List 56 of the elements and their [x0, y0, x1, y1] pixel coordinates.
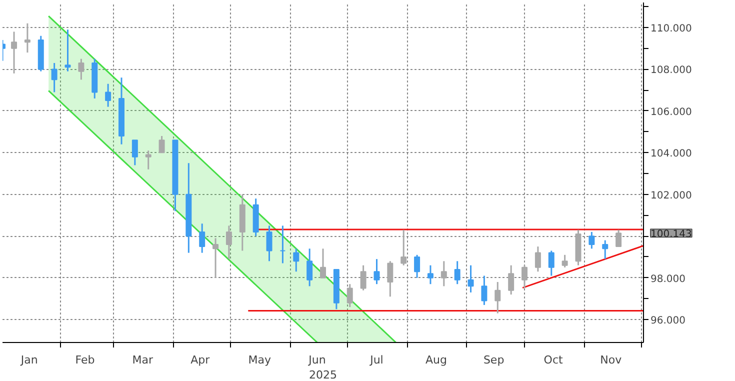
candlestick [145, 150, 152, 170]
candlestick [51, 62, 58, 93]
candlestick [374, 258, 380, 285]
candlestick [132, 139, 138, 166]
x-tick-label: Jun [308, 354, 326, 366]
candlestick [306, 248, 313, 287]
x-tick-label: Aug [425, 354, 447, 366]
candlestick [508, 264, 514, 296]
candlestick [199, 222, 206, 254]
candlestick [616, 229, 622, 248]
candlestick [293, 248, 300, 272]
candlestick [280, 224, 286, 264]
candlestick [588, 231, 595, 250]
candlestick [414, 254, 420, 279]
candlestick [522, 264, 528, 290]
candlestick [454, 260, 460, 285]
x-tick-label: Nov [600, 354, 622, 366]
candlestick [400, 229, 407, 266]
x-tick-label: Sep [483, 354, 504, 366]
candlestick [11, 30, 18, 74]
y-tick-label: 98.000 [650, 274, 686, 285]
candlestick [346, 283, 353, 308]
candlestick [602, 240, 608, 260]
x-tick-label: Mar [132, 354, 154, 366]
y-tick-label: 106.000 [650, 106, 692, 118]
candlestick [78, 58, 84, 80]
candlestick [468, 264, 474, 294]
candlestick [427, 264, 434, 285]
y-tick-label: 104.000 [650, 148, 692, 160]
candlestick [481, 275, 488, 306]
candlestick [562, 254, 568, 268]
candlestick [24, 22, 30, 54]
y-tick-label: 102.000 [650, 190, 692, 202]
x-tick-label: Jul [369, 354, 384, 366]
candlestick [64, 28, 71, 72]
x-tick-label: Feb [75, 354, 95, 366]
candlestick [266, 224, 272, 262]
x-tick-label: Jan [20, 354, 38, 366]
x-tick-label: Apr [190, 354, 210, 366]
y-tick-label: 108.000 [650, 65, 692, 76]
candlestick [226, 224, 232, 260]
x-axis-title: 2025 [309, 368, 338, 381]
candlestick [387, 260, 394, 298]
candlestick [494, 281, 501, 314]
candlestick [212, 237, 219, 279]
y-tick-label: 96.000 [650, 316, 686, 327]
x-tick-label: May [248, 354, 272, 366]
candlestick [360, 264, 366, 292]
candlestick [320, 248, 326, 279]
candlestick [440, 260, 447, 287]
candlestick [105, 83, 112, 108]
candlestick [534, 246, 541, 272]
candlestick [548, 250, 554, 276]
y-tick-label: 110.000 [650, 24, 692, 35]
candlestick [158, 135, 165, 154]
x-tick-label: Oct [544, 354, 564, 366]
